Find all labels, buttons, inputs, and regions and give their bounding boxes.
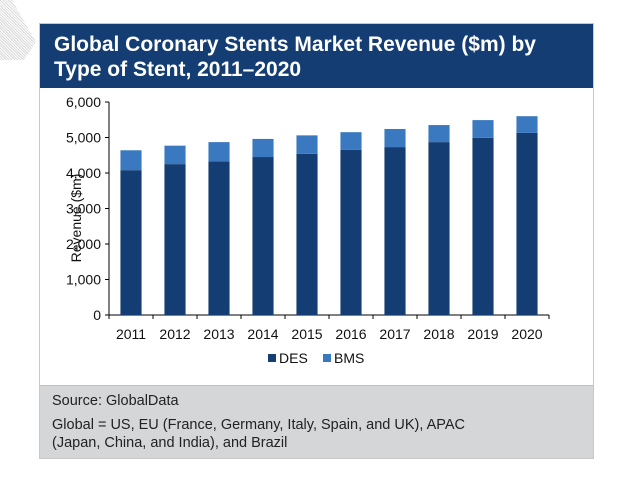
x-tick-label: 2019 (467, 326, 498, 342)
y-tick-label: 0 (93, 307, 101, 323)
legend-label-des: DES (279, 350, 308, 366)
x-tick-label: 2015 (291, 326, 322, 342)
bar-bms-2014 (252, 138, 274, 158)
x-tick-label: 2017 (379, 326, 410, 342)
coverage-note-line-2: (Japan, China, and India), and Brazil (52, 435, 288, 451)
y-tick-label: 2,000 (66, 236, 101, 252)
bar-des-2016 (340, 149, 362, 315)
bar-bms-2011 (120, 150, 142, 171)
bars (120, 116, 538, 315)
bar-bms-2019 (472, 120, 494, 138)
bar-bms-2017 (384, 128, 406, 148)
chart-area: 0 1,000 2,000 3,000 4,000 5,000 6,000 2011 2012… (40, 88, 593, 385)
chart-panel: Global Coronary Stents Market Revenue ($… (39, 23, 594, 459)
x-tick-label: 2011 (116, 326, 146, 342)
bar-bms-2012 (164, 145, 186, 165)
bar-bms-2016 (340, 132, 362, 150)
legend-swatch-bms (323, 354, 331, 362)
coverage-note-line-1: Global = US, EU (France, Germany, Italy,… (52, 417, 466, 433)
bar-des-2020 (516, 132, 538, 315)
chart-title-banner: Global Coronary Stents Market Revenue ($… (40, 24, 593, 88)
chart-title-line-1: Global Coronary Stents Market Revenue ($… (54, 33, 536, 56)
bar-des-2013 (208, 161, 230, 315)
bar-des-2012 (164, 164, 186, 315)
bar-des-2014 (252, 157, 274, 315)
bar-bms-2018 (428, 125, 450, 143)
y-tick-label: 1,000 (66, 272, 101, 288)
legend: DES BMS (268, 350, 364, 366)
decorative-corner-pattern (0, 0, 36, 60)
bar-bms-2020 (516, 116, 538, 133)
x-tick-label: 2016 (335, 326, 366, 342)
legend-label-bms: BMS (334, 350, 364, 366)
x-tick-label: 2020 (511, 326, 542, 342)
chart-footer: Source: GlobalData Global = US, EU (Fran… (40, 385, 593, 458)
chart-title-line-2: Type of Stent, 2011–2020 (54, 58, 302, 81)
y-axis: 0 1,000 2,000 3,000 4,000 5,000 6,000 (66, 94, 110, 323)
bar-des-2015 (296, 153, 318, 315)
x-tick-label: 2013 (203, 326, 234, 342)
bar-des-2019 (472, 137, 494, 315)
bar-des-2017 (384, 147, 406, 315)
bar-bms-2015 (296, 135, 318, 154)
x-tick-label: 2014 (247, 326, 278, 342)
x-tick-label: 2012 (159, 326, 190, 342)
x-tick-label: 2018 (423, 326, 454, 342)
y-tick-label: 4,000 (66, 165, 101, 181)
bar-bms-2013 (208, 142, 230, 162)
y-tick-label: 5,000 (66, 130, 101, 146)
source-note: Source: GlobalData (52, 393, 179, 409)
y-tick-label: 6,000 (66, 94, 101, 110)
bar-des-2011 (120, 170, 142, 315)
legend-swatch-des (268, 354, 276, 362)
y-axis-label: Revenue ($m) (68, 174, 84, 263)
bar-des-2018 (428, 142, 450, 315)
x-axis: 2011 2012 2013 2014 2015 2016 2017 2018 2019 2020 (108, 314, 550, 342)
stacked-bar-chart: 0 1,000 2,000 3,000 4,000 5,000 6,000 2011 2012… (66, 94, 550, 366)
y-tick-label: 3,000 (66, 201, 101, 217)
